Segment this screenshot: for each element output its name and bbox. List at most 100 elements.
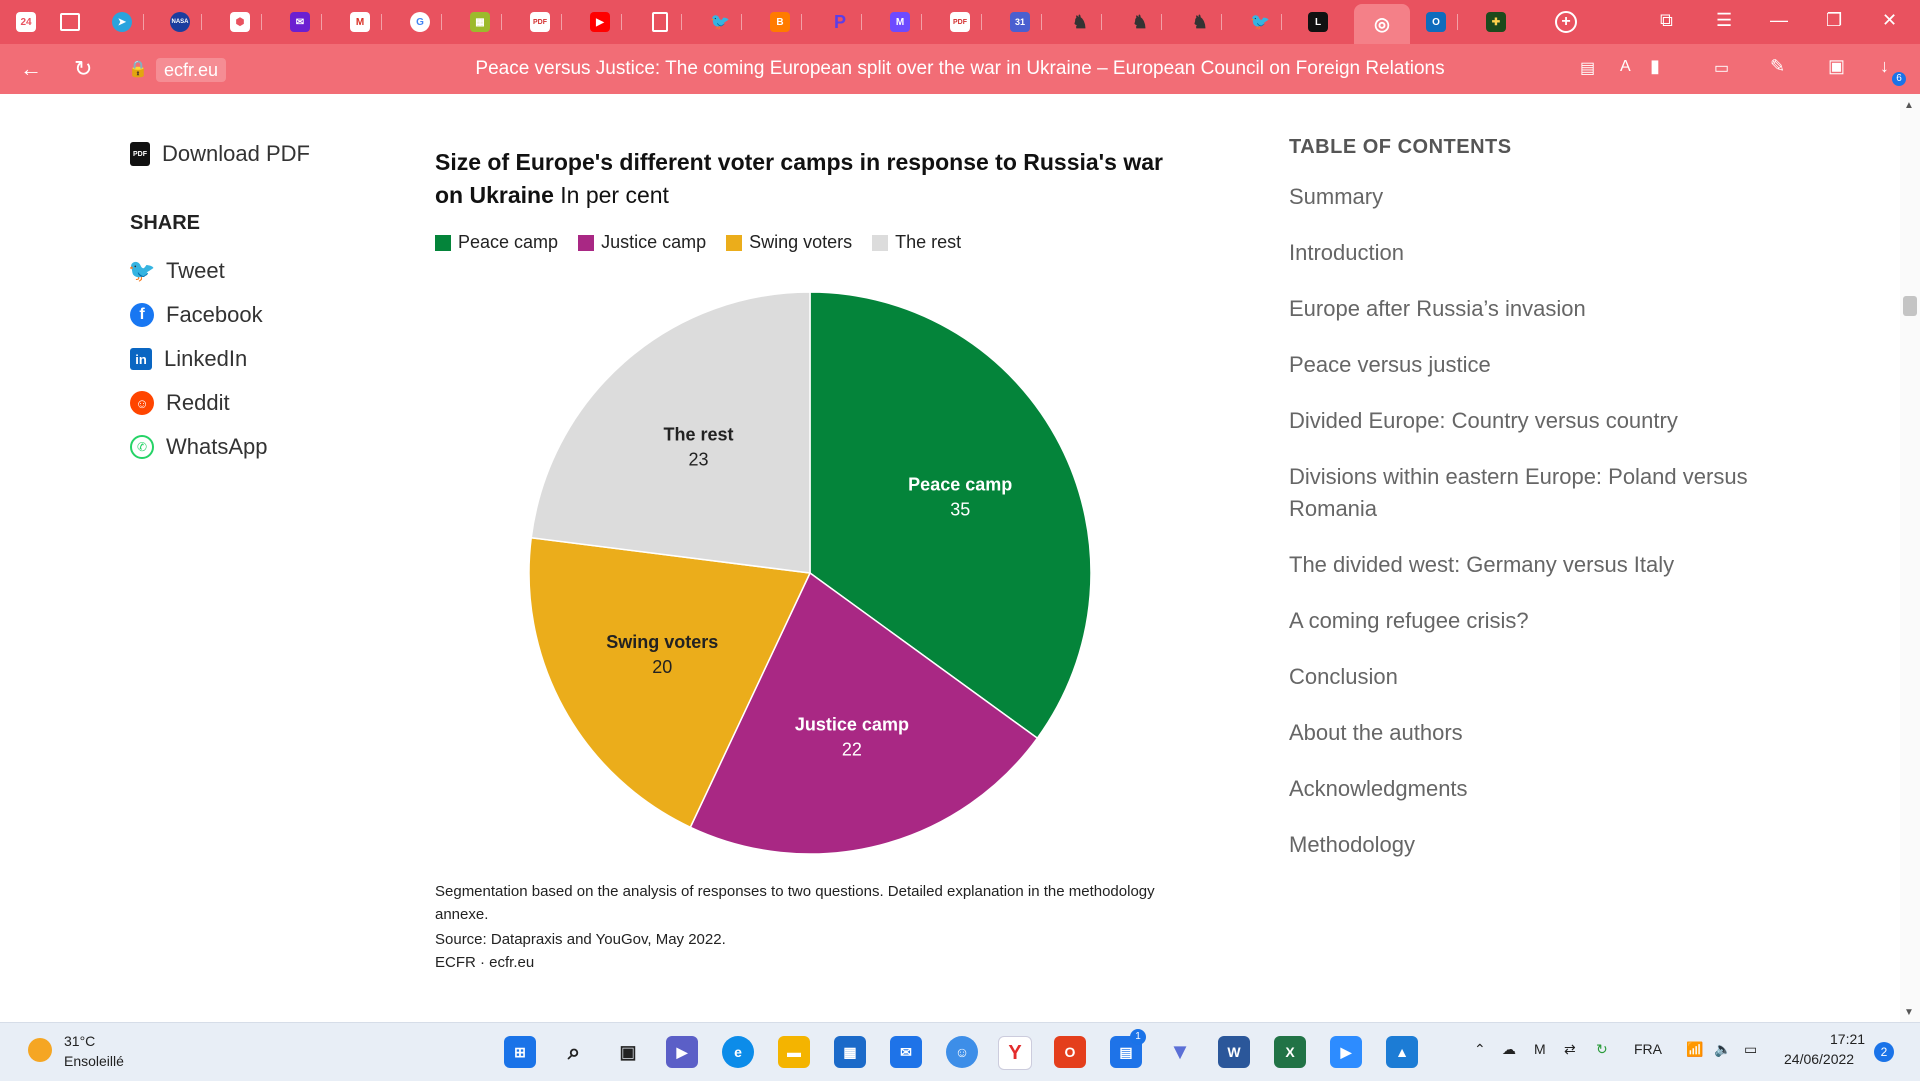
bookmark-icon[interactable]: ▮ <box>1650 56 1660 76</box>
search-icon[interactable]: ⌕ <box>567 1039 581 1064</box>
tab-lit[interactable]: L <box>1296 6 1340 38</box>
url-field[interactable]: ecfr.eu <box>156 58 227 82</box>
share-tweet[interactable]: 🐦 Tweet <box>128 249 310 293</box>
tab-list-icon[interactable]: ☰ <box>1716 10 1733 30</box>
tab-nasa[interactable]: NASA <box>158 6 202 38</box>
mail-icon[interactable]: ✉ <box>890 1036 922 1068</box>
back-arrow-icon[interactable]: ← <box>20 56 42 81</box>
toc-item[interactable]: Summary <box>1289 184 1384 209</box>
store-icon[interactable]: ▦ <box>834 1036 866 1068</box>
messenger-icon[interactable]: ☺ <box>946 1036 978 1068</box>
tab-chess-2[interactable]: ♞ <box>1118 6 1162 38</box>
file-explorer-icon[interactable]: ▬ <box>778 1036 810 1068</box>
weather-temp[interactable]: 31°C <box>64 1033 96 1049</box>
pie-label-rest: The rest <box>663 425 733 445</box>
toc-item[interactable]: Acknowledgments <box>1289 776 1468 801</box>
toc-item[interactable]: Divided Europe: Country versus country <box>1289 408 1678 433</box>
tab-proton-mail[interactable]: M <box>878 6 922 38</box>
edge-icon[interactable]: e <box>722 1036 754 1068</box>
scroll-up-icon[interactable]: ▲ <box>1904 100 1914 111</box>
teams-chat-icon[interactable]: ▶ <box>666 1036 698 1068</box>
tab-youtube[interactable]: ▶ <box>578 6 622 38</box>
toc-item[interactable]: Europe after Russia’s invasion <box>1289 296 1586 321</box>
scroll-down-icon[interactable]: ▼ <box>1904 1007 1914 1018</box>
tab-document[interactable] <box>638 6 682 38</box>
wifi-icon[interactable]: 📶 <box>1686 1041 1704 1057</box>
notes-icon[interactable]: ✎ <box>1770 56 1786 76</box>
volume-icon[interactable]: 🔈 <box>1714 1041 1732 1057</box>
tab-yahoo-mail[interactable]: ✉ <box>278 6 322 38</box>
sun-icon[interactable] <box>28 1038 52 1062</box>
battery-icon[interactable]: ▭ <box>1744 1041 1758 1057</box>
reader-mode-icon[interactable]: ▤ <box>1580 60 1596 77</box>
translate-icon[interactable]: A <box>1620 58 1631 75</box>
tab-actions[interactable] <box>48 6 92 38</box>
cloud-icon[interactable]: ☁ <box>1502 1041 1516 1057</box>
tab-collections-icon[interactable]: ⧉ <box>1660 10 1673 30</box>
sync-icon[interactable]: ⇄ <box>1564 1041 1576 1057</box>
tab-pdf-2[interactable]: PDF <box>938 6 982 38</box>
chevron-up-icon[interactable]: ⌃ <box>1474 1041 1486 1057</box>
share-whatsapp[interactable]: ✆ WhatsApp <box>130 425 310 469</box>
toc-item[interactable]: The divided west: Germany versus Italy <box>1289 552 1675 577</box>
minimize-button[interactable]: — <box>1770 10 1788 30</box>
toc-item[interactable]: Divisions within eastern Europe: Poland … <box>1289 464 1748 521</box>
tab-twitter-2[interactable]: 🐦 <box>1238 6 1282 38</box>
proton-mail-icon: M <box>890 12 910 32</box>
share-facebook[interactable]: f Facebook <box>130 293 310 337</box>
task-view-icon[interactable]: ▣ <box>619 1041 637 1062</box>
toc-item[interactable]: Methodology <box>1289 832 1415 857</box>
share-linkedin[interactable]: in LinkedIn <box>130 337 310 381</box>
toc-item[interactable]: A coming refugee crisis? <box>1289 608 1529 633</box>
photos-icon[interactable]: ▲ <box>1386 1036 1418 1068</box>
tab-twitter-1[interactable]: 🐦 <box>698 6 742 38</box>
notification-badge[interactable]: 2 <box>1874 1042 1894 1062</box>
scrollbar-thumb[interactable] <box>1903 296 1917 316</box>
office-icon[interactable]: O <box>1054 1036 1086 1068</box>
extension-icon[interactable]: ▣ <box>1828 56 1846 76</box>
clock-date[interactable]: 24/06/2022 <box>1784 1051 1855 1067</box>
word-icon[interactable]: W <box>1218 1036 1250 1068</box>
tab-blogger[interactable]: B <box>758 6 802 38</box>
restore-button[interactable]: ❐ <box>1826 10 1843 30</box>
vpn-icon[interactable]: ▼ <box>1169 1039 1191 1064</box>
close-button[interactable]: ✕ <box>1882 10 1898 30</box>
tab-hex[interactable]: ⬢ <box>218 6 262 38</box>
new-tab-button[interactable]: + <box>1544 6 1588 38</box>
toc-item[interactable]: Conclusion <box>1289 664 1398 689</box>
battery-saver-icon[interactable]: ▭ <box>1714 60 1730 77</box>
excel-icon[interactable]: X <box>1274 1036 1306 1068</box>
refresh-tray-icon[interactable]: ↻ <box>1596 1041 1608 1057</box>
tab-outlook[interactable]: O <box>1414 6 1458 38</box>
tab-game-2[interactable]: ✚ <box>1474 6 1518 38</box>
linkedin-icon: in <box>130 348 152 370</box>
tab-game[interactable]: ▦ <box>458 6 502 38</box>
zoom-icon[interactable]: ▶ <box>1330 1036 1362 1068</box>
toc-item[interactable]: About the authors <box>1289 720 1463 745</box>
tab-gmail[interactable]: M <box>338 6 382 38</box>
tab-calendar[interactable]: 31 <box>998 6 1042 38</box>
reload-icon[interactable]: ↻ <box>74 56 93 81</box>
tab-chess-3[interactable]: ♞ <box>1178 6 1222 38</box>
tab-chess-1[interactable]: ♞ <box>1058 6 1102 38</box>
windows-start-icon[interactable]: ⊞ <box>504 1036 536 1068</box>
tab-active-ecfr[interactable]: ◎ <box>1354 4 1410 44</box>
gmail-tray-icon[interactable]: M <box>1534 1041 1546 1057</box>
yandex-browser-icon[interactable]: Y <box>998 1036 1032 1070</box>
tab-google[interactable]: G <box>398 6 442 38</box>
lock-icon[interactable]: 🔒 <box>128 61 148 78</box>
download-icon[interactable]: ↓ <box>1880 56 1889 76</box>
tab-counter[interactable]: 24 <box>4 6 48 38</box>
language-indicator[interactable]: FRA <box>1634 1041 1662 1057</box>
tab-pdf-1[interactable]: PDF <box>518 6 562 38</box>
weather-desc[interactable]: Ensoleillé <box>64 1053 124 1069</box>
page-scrollbar[interactable]: ▲ ▼ <box>1900 94 1920 1022</box>
download-pdf-link[interactable]: PDF Download PDF <box>130 132 310 176</box>
toc-item[interactable]: Introduction <box>1289 240 1404 265</box>
clock-time[interactable]: 17:21 <box>1830 1031 1866 1047</box>
tab-p-app[interactable]: P <box>818 6 862 38</box>
tab-telegram[interactable]: ➤ <box>100 6 144 38</box>
toc-item[interactable]: Peace versus justice <box>1289 352 1491 377</box>
gmail-icon: M <box>350 12 370 32</box>
share-reddit[interactable]: ☺ Reddit <box>130 381 310 425</box>
